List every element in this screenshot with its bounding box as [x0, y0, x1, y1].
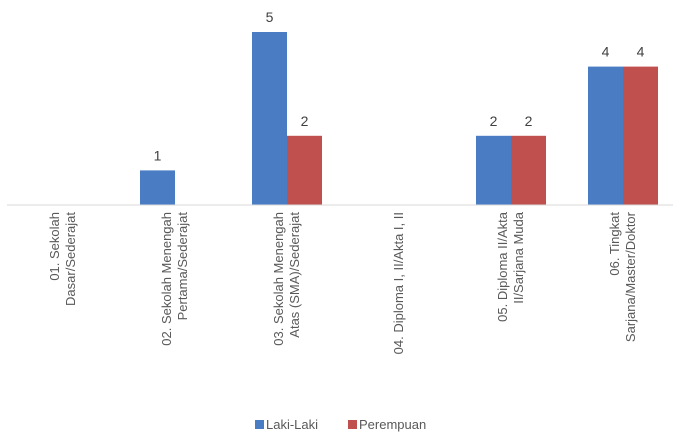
value-label: 2 [301, 113, 309, 129]
bar [588, 66, 623, 205]
value-label: 2 [525, 113, 533, 129]
bar [140, 170, 175, 205]
value-label: 4 [637, 44, 645, 60]
legend-swatch [255, 420, 264, 429]
value-label: 2 [490, 113, 498, 129]
bar [476, 135, 511, 205]
x-tick-label: 03. Sekolah MenengahAtas (SMA)/Sederajat [271, 212, 302, 346]
bar [287, 135, 322, 205]
x-tick-label: 06. TingkatSarjana/Master/Doktor [607, 211, 638, 342]
legend-label: Perempuan [359, 417, 426, 432]
value-label: 4 [602, 44, 610, 60]
legend-swatch [348, 420, 357, 429]
x-tick-label: 05. Diploma II/AktaII/Sarjana Muda [495, 211, 526, 322]
value-label: 1 [154, 147, 162, 163]
bar [252, 32, 287, 205]
legend-label: Laki-Laki [266, 417, 318, 432]
bar [511, 135, 546, 205]
x-tick-label: 01. SekolahDasar/Sederajat [47, 212, 78, 306]
bar [623, 66, 658, 205]
value-label: 5 [266, 9, 274, 25]
x-tick-label: 02. Sekolah MenengahPertama/Sederajat [159, 212, 190, 346]
x-tick-label: 04. Diploma I, II/Akta I, II [391, 212, 406, 354]
